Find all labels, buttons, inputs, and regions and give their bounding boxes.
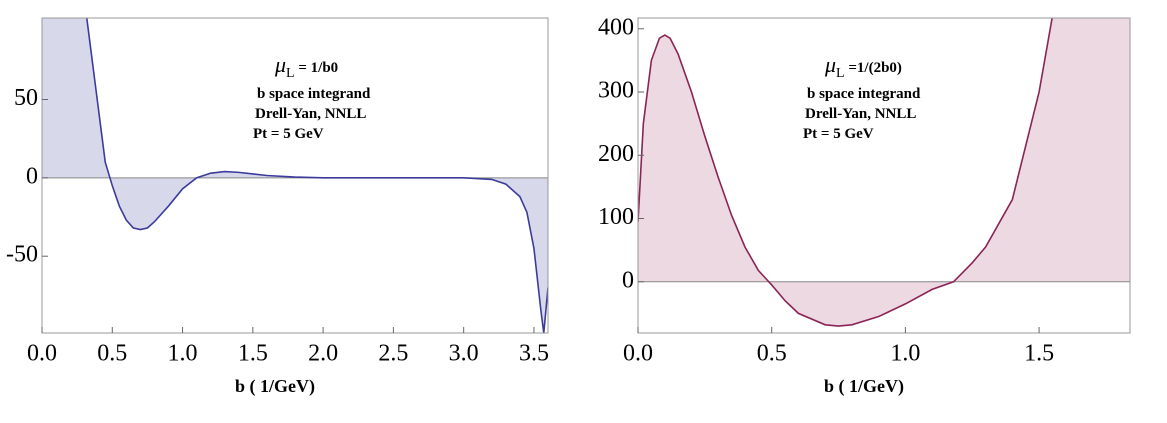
curve: [638, 18, 1053, 327]
y-tick-label: 100: [598, 204, 634, 230]
x-tick-label: 1.5: [238, 341, 268, 367]
annotation-line: b space integrand: [807, 86, 921, 102]
mu-subscript: L: [286, 66, 295, 81]
annotation-title: μL = 1/b0: [274, 52, 338, 81]
y-tick-label: 400: [598, 14, 634, 40]
x-tick-label: 2.5: [378, 341, 408, 367]
y-tick-label: 300: [598, 78, 634, 104]
mu-symbol: μ: [274, 52, 286, 77]
plot-frame: [637, 17, 1131, 334]
annotation-rest: = 1/b0: [295, 60, 339, 76]
x-axis-label: b ( 1/GeV): [235, 376, 315, 397]
chart: 0.0 0.5 1.0 1.5 2.0 2.5 3.0 3.5 -50 0 50 b ( 1/GeV)…: [6, 17, 549, 397]
x-tick-label: 1.5: [1024, 341, 1054, 367]
x-tick-label: 2.0: [308, 341, 338, 367]
plot-frame: [41, 17, 549, 334]
x-tick-label: 1.0: [168, 341, 198, 367]
curve: [85, 18, 548, 333]
x-axis-label: b ( 1/GeV): [824, 376, 904, 397]
chart: 0.0 0.5 1.0 1.5 0 100 200 300 400 b ( 1/GeV) μL =1…: [598, 14, 1131, 397]
y-tick-label: 0: [622, 267, 634, 293]
x-tick-label: 3.5: [519, 341, 549, 367]
x-tick-label: 0.5: [757, 341, 787, 367]
x-tick-label: 0.0: [27, 341, 57, 367]
x-tick-label: 3.0: [449, 341, 479, 367]
mu-subscript: L: [836, 66, 845, 81]
x-tick-label: 1.0: [890, 341, 920, 367]
y-tick-label: 0: [26, 163, 38, 189]
annotation-line: Drell-Yan, NNLL: [255, 106, 366, 122]
annotation-line: Drell-Yan, NNLL: [805, 106, 916, 122]
annotation-line: Pt = 5 GeV: [803, 126, 874, 142]
x-tick-label: 0.5: [97, 341, 127, 367]
y-tick-label: 50: [14, 85, 38, 111]
annotation-line: Pt = 5 GeV: [253, 126, 324, 142]
mu-symbol: μ: [824, 52, 836, 77]
y-tick-label: -50: [6, 242, 38, 268]
annotation-title: μL =1/(2b0): [824, 52, 902, 81]
annotation-line: b space integrand: [257, 86, 371, 102]
x-tick-label: 0.0: [623, 341, 653, 367]
annotation-rest: =1/(2b0): [845, 60, 902, 76]
area-fill: [42, 18, 548, 333]
y-tick-label: 200: [598, 141, 634, 167]
area-fill: [638, 18, 1130, 327]
